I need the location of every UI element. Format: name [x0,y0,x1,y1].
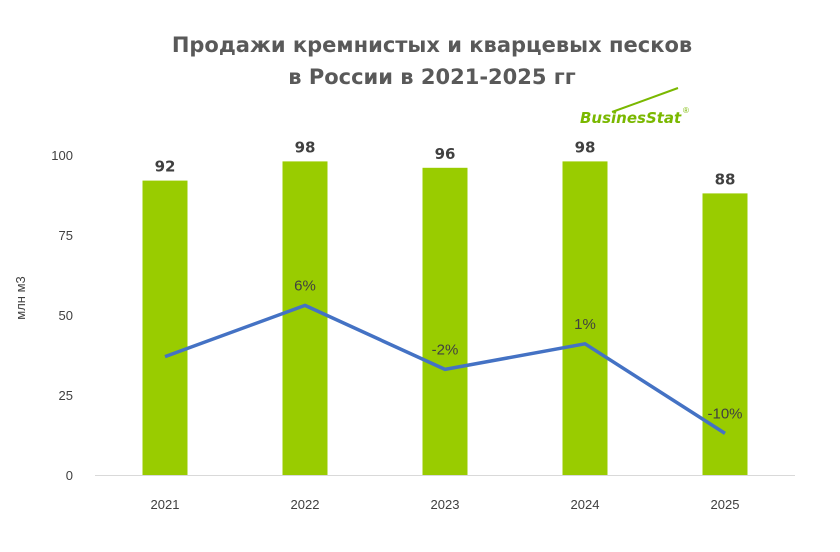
x-tick-label: 2025 [711,497,740,512]
bar [422,167,468,476]
bar [702,193,748,475]
growth-percent-label: -2% [432,341,459,358]
bar [562,161,608,475]
growth-percent-labels: 6% -2% 1% -10% [294,277,742,422]
y-tick-label: 75 [59,228,73,243]
y-tick-label: 0 [66,468,73,483]
bar-value-label: 96 [435,145,456,163]
y-axis-label: млн м3 [13,276,28,319]
growth-percent-label: 1% [574,316,596,333]
x-axis-ticks: 2021 2022 2023 2024 2025 [151,497,740,512]
businesstat-logo: BusinesStat ® [580,87,689,127]
logo-swoosh-icon [611,87,679,113]
bar-value-labels: 92 98 96 98 88 [155,138,736,188]
y-tick-label: 50 [59,308,73,323]
growth-percent-label: -10% [707,405,742,422]
chart-title-line-2: в России в 2021-2025 гг [288,65,576,89]
bar-value-label: 98 [575,138,596,156]
logo-registered-mark: ® [683,106,689,115]
chart-title-line-1: Продажи кремнистых и кварцевых песков [172,33,692,57]
growth-line [164,303,726,435]
bars [142,161,748,476]
bar-value-label: 92 [155,158,176,176]
y-tick-label: 25 [59,388,73,403]
x-tick-label: 2022 [291,497,320,512]
y-tick-label: 100 [51,148,73,163]
y-axis-ticks: 0 25 50 75 100 [51,148,73,483]
bar [282,161,328,475]
bar [142,180,188,475]
growth-percent-label: 6% [294,277,316,294]
x-tick-label: 2023 [431,497,460,512]
bar-value-label: 98 [295,138,316,156]
x-tick-label: 2021 [151,497,180,512]
x-tick-label: 2024 [571,497,600,512]
bar-value-label: 88 [715,170,736,188]
growth-line-series [164,303,726,435]
logo-text: BusinesStat [580,109,682,127]
